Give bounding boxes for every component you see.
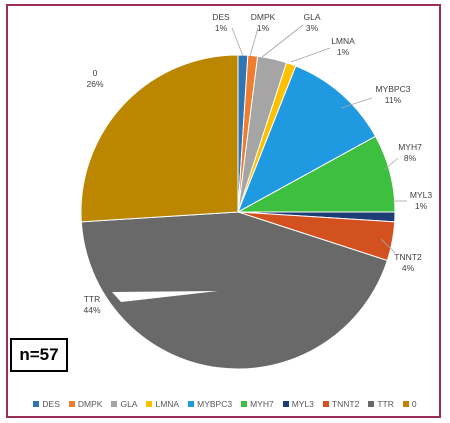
- legend-label: TTR: [377, 399, 394, 409]
- leader-line-dmpk: [249, 27, 259, 57]
- leader-line-gla: [261, 24, 304, 58]
- legend-item-dmpk: DMPK: [68, 399, 103, 409]
- legend-swatch: [241, 401, 248, 407]
- legend-item-lmna: LMNA: [146, 399, 179, 409]
- slice-label-0: 0 26%: [86, 68, 103, 89]
- legend-label: MYH7: [250, 399, 274, 409]
- leader-line-des: [231, 27, 244, 57]
- legend-swatch: [68, 401, 75, 407]
- slice-label-myh7: MYH7 8%: [398, 142, 422, 163]
- legend-swatch: [188, 401, 195, 407]
- legend-swatch: [368, 401, 375, 407]
- leader-line-myh7: [383, 157, 399, 171]
- legend-label: TNNT2: [331, 399, 360, 409]
- slice-label-lmna: LMNA 1%: [331, 36, 355, 57]
- ttr-callout-pointer: [112, 291, 218, 302]
- legend-item-des: DES: [33, 399, 60, 409]
- slice-label-dmpk: DMPK 1%: [251, 12, 276, 33]
- legend-label: MYL3: [291, 399, 314, 409]
- legend-label: 0: [411, 399, 417, 409]
- legend-item-tnnt2: TNNT2: [322, 399, 360, 409]
- slice-label-tnnt2: TNNT2 4%: [394, 252, 422, 273]
- legend-item-myl3: MYL3: [282, 399, 314, 409]
- leader-line-mybpc3: [340, 97, 373, 109]
- legend-label: GLA: [120, 399, 138, 409]
- legend-item-0: 0: [402, 399, 417, 409]
- slice-label-des: DES 1%: [212, 12, 230, 33]
- legend-item-ttr: TTR: [368, 399, 394, 409]
- legend-item-myh7: MYH7: [241, 399, 274, 409]
- legend-label: MYBPC3: [197, 399, 233, 409]
- legend-item-mybpc3: MYBPC3: [188, 399, 232, 409]
- legend-swatch: [402, 401, 409, 407]
- chart-legend: DES DMPK GLA LMNA MYBPC3 MYH7 MYL3 TNNT2 TTR 0: [0, 396, 450, 412]
- leader-line-tnnt2: [380, 238, 396, 254]
- legend-swatch: [322, 401, 329, 407]
- slice-label-ttr: TTR 44%: [83, 294, 100, 315]
- pie-slice-0: [80, 54, 239, 223]
- legend-item-gla: GLA: [111, 399, 137, 409]
- legend-label: LMNA: [155, 399, 180, 409]
- pie-slice-mybpc3: [237, 65, 377, 214]
- legend-label: DES: [42, 399, 60, 409]
- legend-swatch: [282, 401, 289, 407]
- legend-swatch: [146, 401, 153, 407]
- legend-label: DMPK: [77, 399, 103, 409]
- slice-label-myl3: MYL3 1%: [410, 190, 432, 211]
- leader-line-lmna: [290, 47, 331, 63]
- legend-swatch: [33, 401, 40, 407]
- slice-label-mybpc3: MYBPC3 11%: [376, 84, 411, 105]
- sample-size-box: n=57: [10, 338, 68, 372]
- slice-label-gla: GLA 3%: [303, 12, 320, 33]
- sample-size-label: n=57: [19, 345, 59, 364]
- pie-slice-ttr: [80, 211, 388, 370]
- legend-swatch: [111, 401, 118, 407]
